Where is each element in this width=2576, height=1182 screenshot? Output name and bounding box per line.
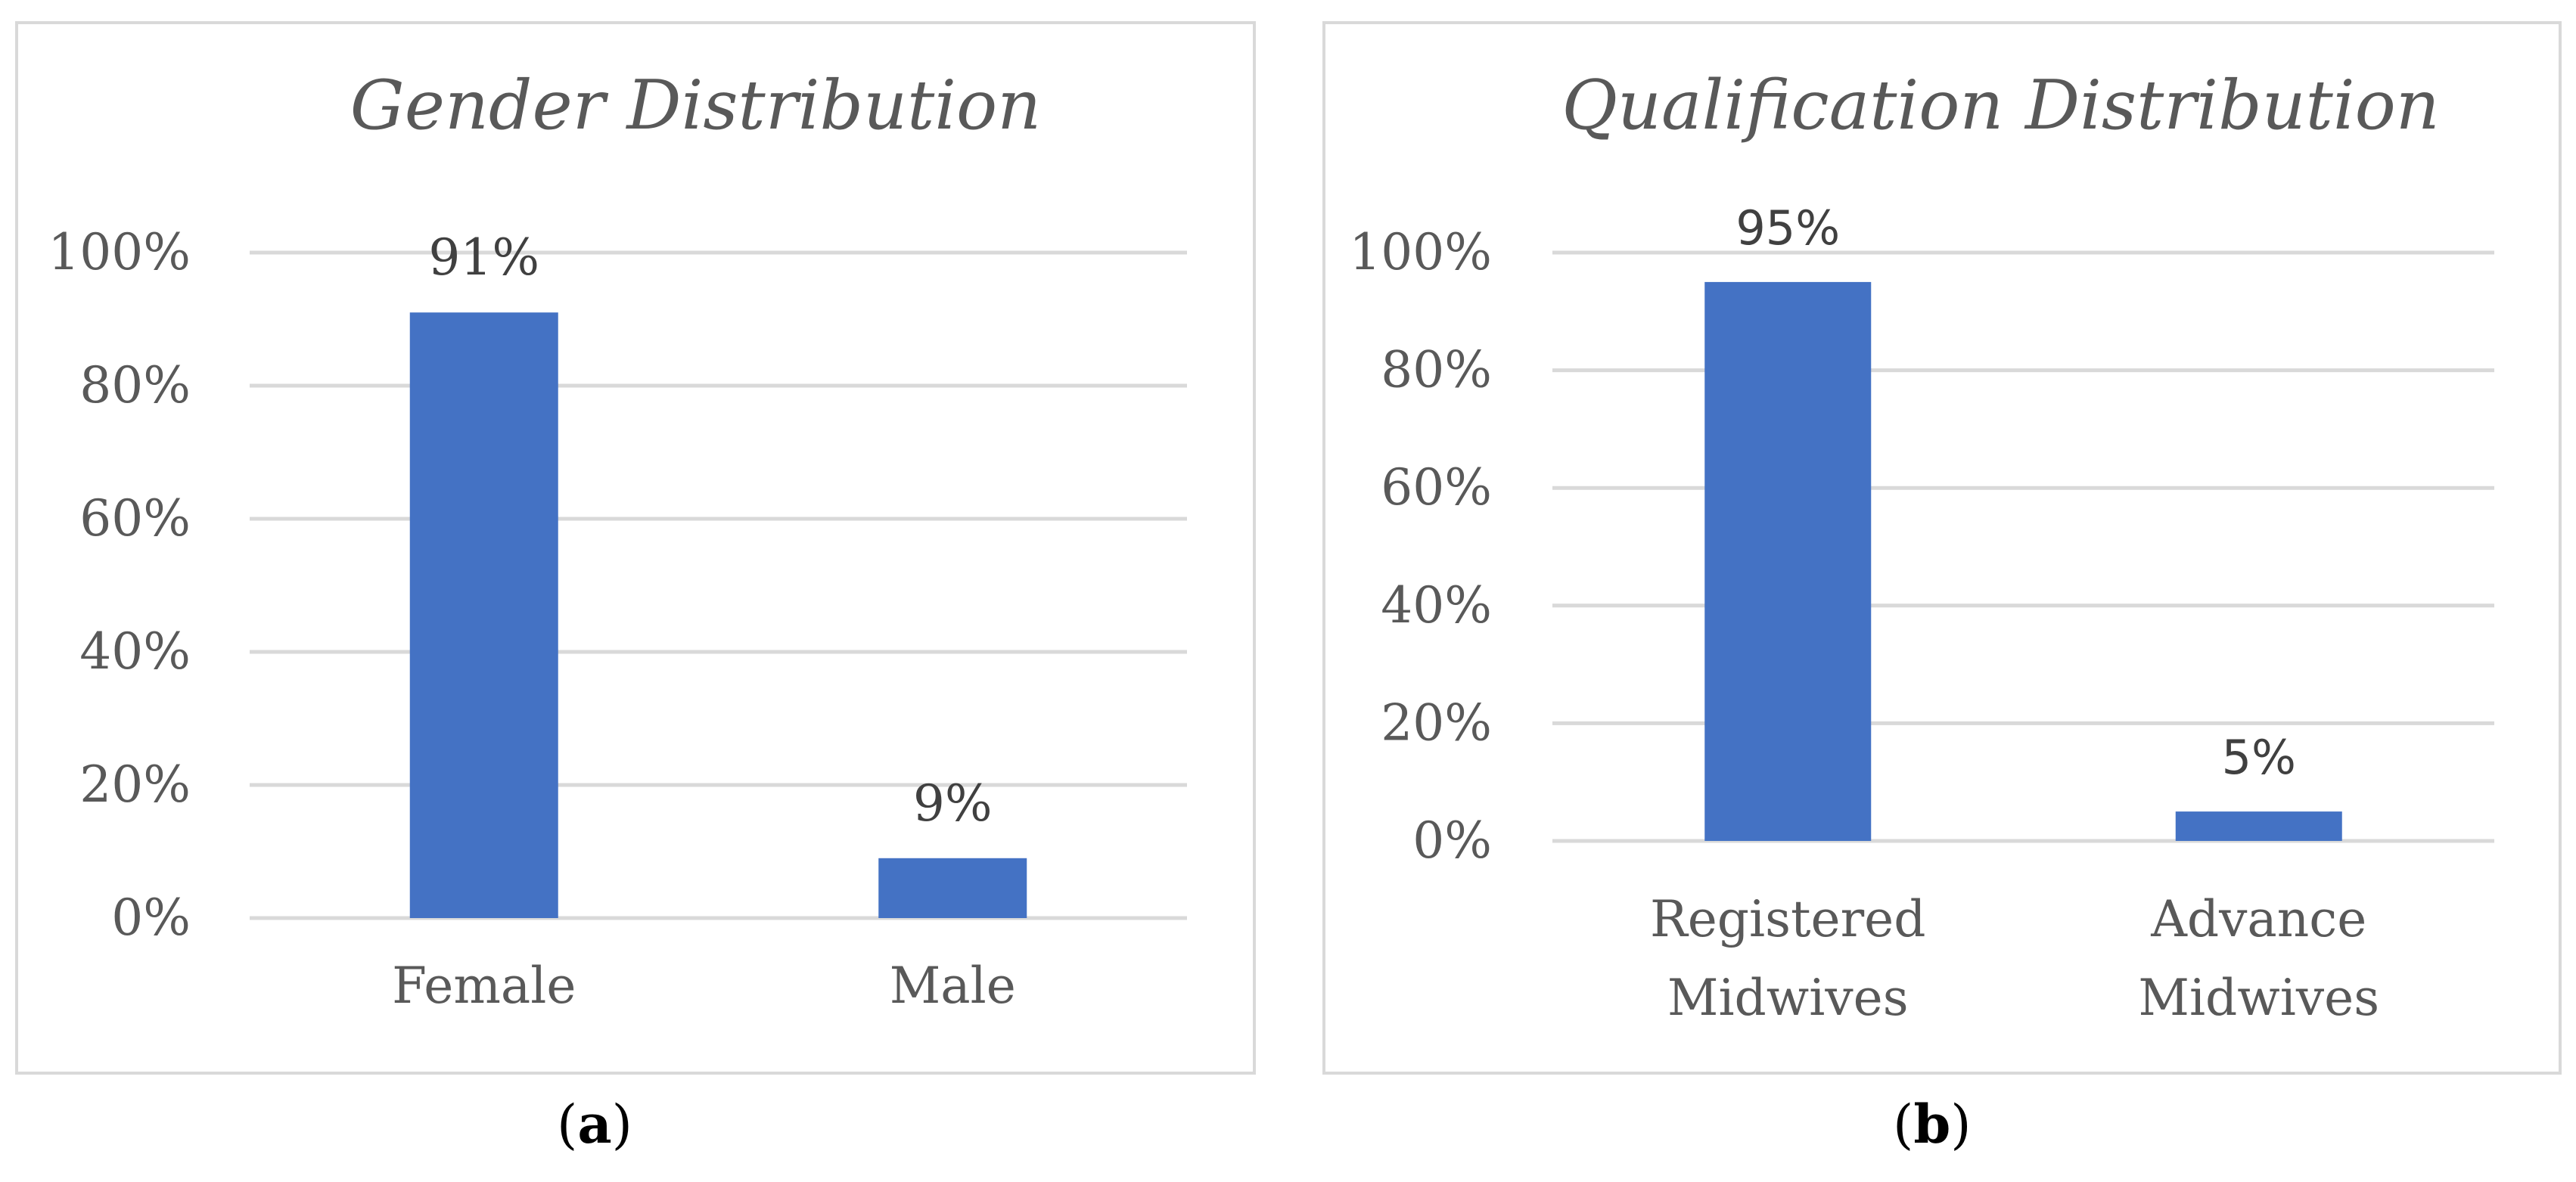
- data-label: 5%: [2222, 730, 2296, 785]
- chart-title: Gender Distribution: [350, 66, 1041, 145]
- bar: [409, 312, 558, 918]
- y-tick-label: 60%: [1381, 458, 1492, 517]
- y-tick-label: 80%: [79, 356, 191, 414]
- chart-panel-gender: Gender Distribution 0% 20% 40% 60% 80% 100% 91%…: [15, 21, 1256, 1075]
- category-label: Registered: [1650, 890, 1925, 948]
- y-tick-label: 40%: [79, 622, 191, 681]
- qualification-distribution-chart: Qualification Distribution 0% 20% 40% 60% 80%…: [1349, 66, 2494, 1027]
- y-tick-label: 60%: [79, 489, 191, 548]
- panel-caption-a: (a): [557, 1093, 632, 1156]
- chart-title: Qualification Distribution: [1561, 66, 2440, 145]
- y-tick-label: 0%: [1412, 811, 1492, 870]
- bar: [878, 858, 1027, 918]
- chart-panel-qualification: Qualification Distribution 0% 20% 40% 60% 80%…: [1322, 21, 2562, 1075]
- category-label: Midwives: [1667, 969, 1909, 1027]
- y-tick-label: 20%: [79, 755, 191, 814]
- y-tick-label: 0%: [111, 889, 191, 947]
- bar: [1704, 281, 1872, 841]
- y-tick-label: 80%: [1381, 341, 1492, 399]
- gender-distribution-chart: Gender Distribution 0% 20% 40% 60% 80% 100% 91%…: [48, 66, 1187, 1015]
- bar: [2175, 811, 2342, 841]
- data-label: 9%: [913, 774, 993, 833]
- y-tick-label: 100%: [1349, 223, 1492, 281]
- category-label: Midwives: [2138, 969, 2379, 1027]
- category-label: Male: [890, 957, 1016, 1015]
- data-label: 95%: [1735, 200, 1840, 256]
- y-tick-label: 20%: [1381, 693, 1492, 752]
- data-label: 91%: [428, 228, 539, 287]
- panel-caption-b: (b): [1893, 1093, 1972, 1156]
- y-tick-label: 100%: [48, 223, 191, 281]
- y-tick-label: 40%: [1381, 576, 1492, 634]
- category-label: Female: [392, 957, 576, 1015]
- category-label: Advance: [2150, 890, 2366, 948]
